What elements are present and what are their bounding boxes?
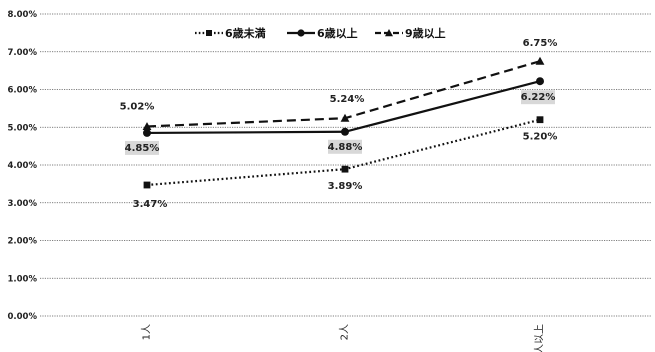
square-marker [341,165,349,173]
series-2 [143,77,544,137]
legend-item-3: 9歳以上 [375,26,446,40]
legend-label: 9歳以上 [405,26,446,40]
legend-label: 6歳未満 [225,26,266,40]
y-tick-label: 2.00% [8,237,38,247]
legend-circle-marker [297,29,305,37]
data-label: 6.22% [521,92,556,103]
legend-square-marker [206,30,212,36]
series-line [146,80,541,135]
x-axis-ticks: 1人 2人 3人以上 [141,324,546,352]
y-tick-label: 4.00% [8,161,38,171]
x-tick-label: 1人 [141,324,153,340]
series-lines [142,56,545,189]
data-label: 3.47% [133,199,168,210]
y-tick-label: 5.00% [8,123,38,133]
y-axis-ticks: 0.00% 1.00% 2.00% 3.00% 4.00% 5.00% 6.00% 7.00%… [8,10,38,322]
legend-item-2: 6歳以上 [287,26,358,40]
data-label: 5.20% [523,132,558,143]
grid-lines [40,13,652,317]
legend-triangle-marker [385,29,393,37]
legend: 6歳未満 6歳以上 9歳以上 [195,26,446,40]
data-label-highlight [125,140,159,155]
data-label: 5.24% [330,94,365,105]
triangle-marker [340,113,350,122]
data-label-highlight [328,139,362,154]
data-label: 6.75% [523,38,558,49]
data-label: 5.02% [120,101,155,112]
y-tick-label: 7.00% [8,48,38,58]
series-3 [142,56,545,131]
triangle-marker [535,56,545,65]
y-tick-label: 6.00% [8,86,38,96]
legend-label: 6歳以上 [317,26,358,40]
triangle-marker [142,122,152,131]
circle-marker [536,77,544,86]
circle-marker [341,127,349,136]
y-tick-label: 0.00% [8,312,38,322]
series-1 [143,116,544,189]
data-label: 4.88% [328,142,363,153]
y-tick-label: 1.00% [8,274,38,284]
y-tick-label: 8.00% [8,10,38,20]
data-label: 3.89% [328,181,363,192]
square-marker [536,116,544,124]
legend-item-1: 6歳未満 [195,26,266,40]
data-label-highlight [521,90,555,105]
x-tick-label: 2人 [339,324,351,340]
circle-marker [143,128,151,137]
data-labels: 3.47% 3.89% 5.20% 4.85% 4.88% 6.22% 5.02% 5.24%… [120,38,558,210]
x-tick-label: 3人以上 [534,324,546,352]
data-label: 4.85% [125,143,160,154]
y-tick-label: 3.00% [8,199,38,209]
square-marker [143,181,151,189]
